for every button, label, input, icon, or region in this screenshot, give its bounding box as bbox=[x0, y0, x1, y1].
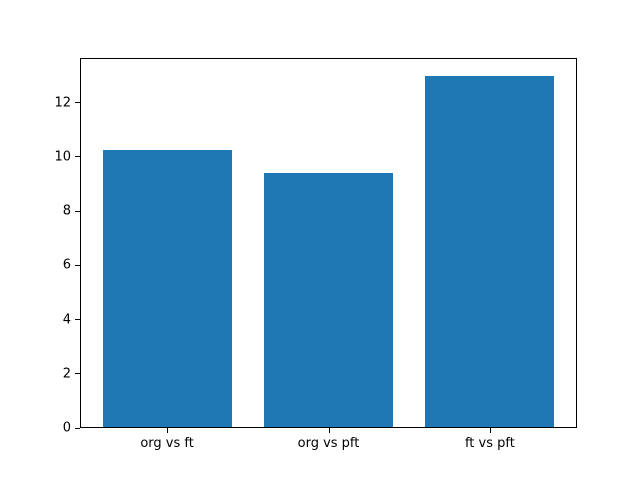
y-tick-label: 4 bbox=[62, 312, 71, 328]
bar-org-vs-pft bbox=[264, 173, 394, 428]
bar-ft-vs-pft bbox=[425, 75, 555, 428]
y-tick-mark bbox=[75, 156, 80, 158]
y-tick-mark bbox=[75, 373, 80, 375]
x-tick-label: org vs ft bbox=[140, 436, 194, 451]
y-tick-label: 0 bbox=[62, 420, 71, 436]
x-tick-mark bbox=[489, 428, 491, 433]
y-tick-mark bbox=[75, 319, 80, 321]
y-tick-label: 2 bbox=[62, 366, 71, 382]
y-tick-mark bbox=[75, 427, 80, 429]
y-tick-label: 12 bbox=[54, 95, 71, 111]
x-tick-mark bbox=[328, 428, 330, 433]
x-tick-label: ft vs pft bbox=[464, 436, 515, 451]
x-tick-label: org vs pft bbox=[297, 436, 360, 451]
y-tick-label: 10 bbox=[54, 149, 71, 165]
y-tick-label: 6 bbox=[62, 257, 71, 273]
y-tick-label: 8 bbox=[62, 203, 71, 219]
y-tick-mark bbox=[75, 210, 80, 212]
bar-org-vs-ft bbox=[102, 150, 232, 428]
y-tick-mark bbox=[75, 264, 80, 266]
y-tick-mark bbox=[75, 102, 80, 104]
x-tick-mark bbox=[167, 428, 169, 433]
